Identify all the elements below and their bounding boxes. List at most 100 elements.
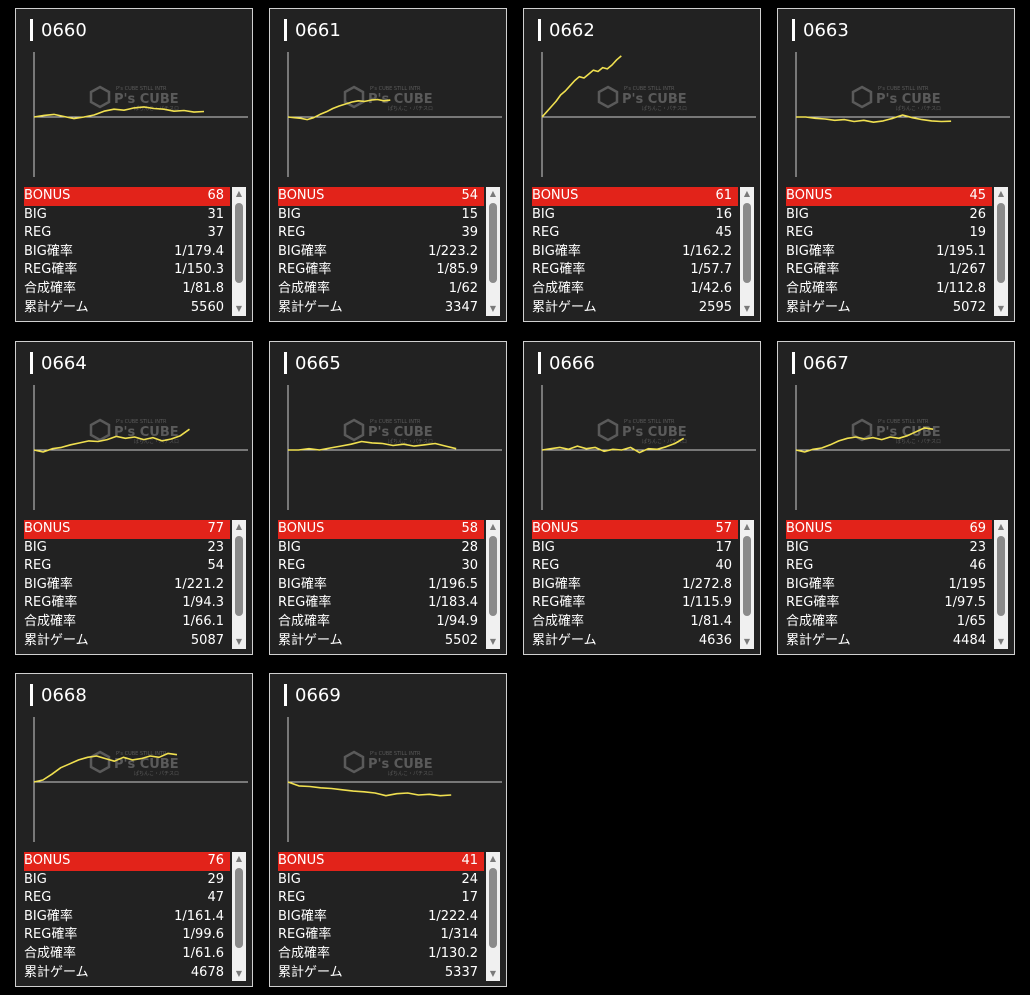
machine-card[interactable]: 0660 P's CUBE STILL INTR P's CUBE ぱちんこ・パチスロ… [15,8,253,322]
stats-panel[interactable]: BONUS 69 BIG 23 REG 46 BIG確率 1/195 REG確率 1/97.5 合成… [786,520,1008,649]
stats-scrollbar[interactable]: ▲ ▼ [740,187,754,316]
watermark-text: P's CUBE [114,92,179,107]
machine-card[interactable]: 0662 P's CUBE STILL INTR P's CUBE ぱちんこ・パチスロ… [523,8,761,322]
machine-card[interactable]: 0665 P's CUBE STILL INTR P's CUBE ぱちんこ・パチスロ… [269,341,507,655]
scroll-thumb[interactable] [489,536,497,616]
stat-row-reg: REG 39 [278,224,484,243]
stats-panel[interactable]: BONUS 45 BIG 26 REG 19 BIG確率 1/195.1 REG確率 1/267 合… [786,187,1008,316]
stat-value: 1/223.2 [428,243,478,259]
machine-card[interactable]: 0666 P's CUBE STILL INTR P's CUBE ぱちんこ・パチスロ… [523,341,761,655]
stats-panel[interactable]: BONUS 58 BIG 28 REG 30 BIG確率 1/196.5 REG確率 1/183.… [278,520,500,649]
stat-label: 合成確率 [24,613,77,629]
stats-list: BONUS 58 BIG 28 REG 30 BIG確率 1/196.5 REG確率 1/183.… [278,520,484,650]
scroll-up-arrow-icon[interactable]: ▲ [489,854,497,863]
stats-scrollbar[interactable]: ▲ ▼ [232,520,246,649]
machine-card[interactable]: 0669 P's CUBE STILL INTR P's CUBE ぱちんこ・パチスロ… [269,673,507,987]
slump-line [795,427,934,453]
scroll-up-arrow-icon[interactable]: ▲ [743,189,751,198]
scroll-up-arrow-icon[interactable]: ▲ [489,522,497,531]
title-accent-bar [30,684,33,706]
slump-line [541,437,685,454]
stat-value: 1/130.2 [428,945,478,961]
stats-panel[interactable]: BONUS 77 BIG 23 REG 54 BIG確率 1/221.2 REG確率 1/94.3… [24,520,246,649]
scroll-down-arrow-icon[interactable]: ▼ [743,637,751,646]
scroll-thumb[interactable] [235,868,243,948]
machine-number: 0669 [295,684,341,706]
cube-icon [89,418,111,442]
stats-scrollbar[interactable]: ▲ ▼ [994,187,1008,316]
scroll-thumb[interactable] [489,868,497,948]
stat-row-big: BIG 15 [278,206,484,225]
machine-card[interactable]: 0664 P's CUBE STILL INTR P's CUBE ぱちんこ・パチスロ… [15,341,253,655]
scroll-down-arrow-icon[interactable]: ▼ [997,304,1005,313]
stat-label: BIG [786,206,809,222]
stat-row-total-games: 累計ゲーム 5072 [786,299,992,318]
scroll-down-arrow-icon[interactable]: ▼ [235,637,243,646]
machine-card[interactable]: 0668 P's CUBE STILL INTR P's CUBE ぱちんこ・パチスロ… [15,673,253,987]
stat-label: BONUS [278,853,325,868]
machine-card[interactable]: 0667 P's CUBE STILL INTR P's CUBE ぱちんこ・パチスロ… [777,341,1015,655]
stats-list: BONUS 41 BIG 24 REG 17 BIG確率 1/222.4 REG確率 1/314 合… [278,852,484,982]
scroll-up-arrow-icon[interactable]: ▲ [235,522,243,531]
scroll-thumb[interactable] [235,536,243,616]
scroll-thumb[interactable] [997,203,1005,283]
scroll-down-arrow-icon[interactable]: ▼ [489,304,497,313]
stat-value: 58 [461,521,478,536]
scroll-thumb[interactable] [743,203,751,283]
machine-card[interactable]: 0661 P's CUBE STILL INTR P's CUBE ぱちんこ・パチスロ… [269,8,507,322]
scroll-thumb[interactable] [489,203,497,283]
scroll-down-arrow-icon[interactable]: ▼ [489,969,497,978]
stats-list: BONUS 54 BIG 15 REG 39 BIG確率 1/223.2 REG確率 1/85.9… [278,187,484,317]
stats-list: BONUS 61 BIG 16 REG 45 BIG確率 1/162.2 REG確率 1/57.7… [532,187,738,317]
scroll-thumb[interactable] [743,536,751,616]
title-accent-bar [30,19,33,41]
scroll-up-arrow-icon[interactable]: ▲ [235,189,243,198]
stats-scrollbar[interactable]: ▲ ▼ [486,187,500,316]
stat-label: BONUS [278,521,325,536]
scroll-down-arrow-icon[interactable]: ▼ [235,969,243,978]
stat-value: 54 [207,558,224,574]
stat-row-big: BIG 31 [24,206,230,225]
stats-panel[interactable]: BONUS 61 BIG 16 REG 45 BIG確率 1/162.2 REG確率 1/57.7… [532,187,754,316]
stat-value: 2595 [698,299,732,315]
stat-row-bonus: BONUS 58 [278,520,484,539]
stats-scrollbar[interactable]: ▲ ▼ [740,520,754,649]
slump-line [33,428,190,453]
stat-row-reg-rate: REG確率 1/94.3 [24,594,230,613]
stats-panel[interactable]: BONUS 41 BIG 24 REG 17 BIG確率 1/222.4 REG確率 1/314 合… [278,852,500,981]
slump-line [33,106,205,120]
stats-scrollbar[interactable]: ▲ ▼ [994,520,1008,649]
machine-card[interactable]: 0663 P's CUBE STILL INTR P's CUBE ぱちんこ・パチスロ… [777,8,1015,322]
stat-value: 1/179.4 [174,243,224,259]
scroll-up-arrow-icon[interactable]: ▲ [743,522,751,531]
machine-number: 0665 [295,352,341,374]
scroll-down-arrow-icon[interactable]: ▼ [743,304,751,313]
watermark-top-text: P's CUBE STILL INTR [370,419,421,425]
stat-label: 合成確率 [278,280,331,296]
stats-scrollbar[interactable]: ▲ ▼ [486,520,500,649]
stat-label: BONUS [24,521,71,536]
scroll-up-arrow-icon[interactable]: ▲ [235,854,243,863]
stats-panel[interactable]: BONUS 68 BIG 31 REG 37 BIG確率 1/179.4 REG確率 1/150.… [24,187,246,316]
scroll-thumb[interactable] [997,536,1005,616]
scroll-up-arrow-icon[interactable]: ▲ [489,189,497,198]
stats-scrollbar[interactable]: ▲ ▼ [486,852,500,981]
scroll-thumb[interactable] [235,203,243,283]
watermark-bottom-text: ぱちんこ・パチスロ [642,438,687,445]
scroll-up-arrow-icon[interactable]: ▲ [997,522,1005,531]
stats-scrollbar[interactable]: ▲ ▼ [232,852,246,981]
scroll-up-arrow-icon[interactable]: ▲ [997,189,1005,198]
stat-row-bonus: BONUS 54 [278,187,484,206]
stat-label: BIG確率 [24,908,73,924]
stats-panel[interactable]: BONUS 76 BIG 29 REG 47 BIG確率 1/161.4 REG確率 1/99.6… [24,852,246,981]
stats-panel[interactable]: BONUS 57 BIG 17 REG 40 BIG確率 1/272.8 REG確率 1/115.… [532,520,754,649]
stat-label: REG [786,225,814,241]
stat-label: REG [24,890,52,906]
scroll-down-arrow-icon[interactable]: ▼ [235,304,243,313]
scroll-down-arrow-icon[interactable]: ▼ [489,637,497,646]
scroll-down-arrow-icon[interactable]: ▼ [997,637,1005,646]
stat-label: REG確率 [532,262,586,278]
stats-scrollbar[interactable]: ▲ ▼ [232,187,246,316]
stats-panel[interactable]: BONUS 54 BIG 15 REG 39 BIG確率 1/223.2 REG確率 1/85.9… [278,187,500,316]
